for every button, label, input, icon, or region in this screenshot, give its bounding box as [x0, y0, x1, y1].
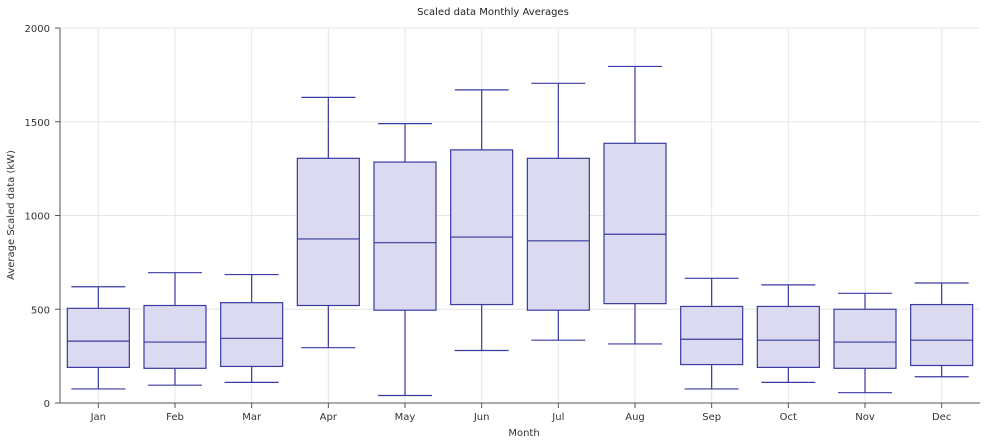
- y-tick-label: 500: [31, 305, 50, 316]
- box-dec: [910, 282, 974, 378]
- iqr-box: [296, 157, 360, 307]
- box-mar: [220, 273, 284, 383]
- box-feb: [143, 272, 207, 386]
- iqr-box: [680, 305, 744, 366]
- x-tick-label: May: [395, 412, 416, 423]
- iqr-box: [66, 307, 130, 368]
- box-may: [373, 123, 437, 397]
- x-axis-label: Month: [508, 428, 539, 439]
- box-apr: [296, 96, 360, 349]
- y-tick-label: 2000: [25, 24, 50, 35]
- box-aug: [603, 65, 667, 345]
- iqr-box: [526, 157, 590, 311]
- x-tick-label: Mar: [242, 412, 262, 423]
- x-tick-label: Feb: [166, 412, 184, 423]
- y-tick-label: 1500: [25, 118, 50, 129]
- x-tick-label: Apr: [320, 412, 338, 423]
- x-tick-label: Sep: [702, 412, 721, 423]
- x-tick-label: Nov: [855, 412, 875, 423]
- iqr-box: [833, 308, 897, 369]
- x-tick-label: Oct: [780, 412, 797, 423]
- box-sep: [680, 277, 744, 390]
- boxes: [66, 65, 974, 397]
- iqr-box: [603, 142, 667, 305]
- y-axis-label: Average Scaled data (kW): [6, 150, 17, 280]
- chart-title: Scaled data Monthly Averages: [417, 7, 569, 18]
- axes: 0 500 1000 1500 2000 Jan Feb Mar Apr May Jun Jul Aug…: [25, 24, 980, 423]
- x-tick-label: Jan: [90, 412, 106, 423]
- x-tick-label: Aug: [625, 412, 645, 423]
- x-tick-label: Dec: [932, 412, 951, 423]
- x-tick-label: Jul: [551, 412, 564, 423]
- iqr-box: [143, 304, 207, 369]
- iqr-box: [910, 303, 974, 367]
- box-nov: [833, 292, 897, 394]
- y-tick-label: 0: [44, 399, 50, 410]
- box-oct: [756, 284, 820, 383]
- box-jul: [526, 82, 590, 341]
- box-jan: [66, 286, 130, 390]
- x-tick-label: Jun: [473, 412, 490, 423]
- y-tick-label: 1000: [25, 212, 50, 223]
- iqr-box: [756, 305, 820, 368]
- iqr-box: [450, 149, 514, 306]
- box-jun: [450, 89, 514, 352]
- iqr-box: [373, 161, 437, 311]
- iqr-box: [220, 302, 284, 368]
